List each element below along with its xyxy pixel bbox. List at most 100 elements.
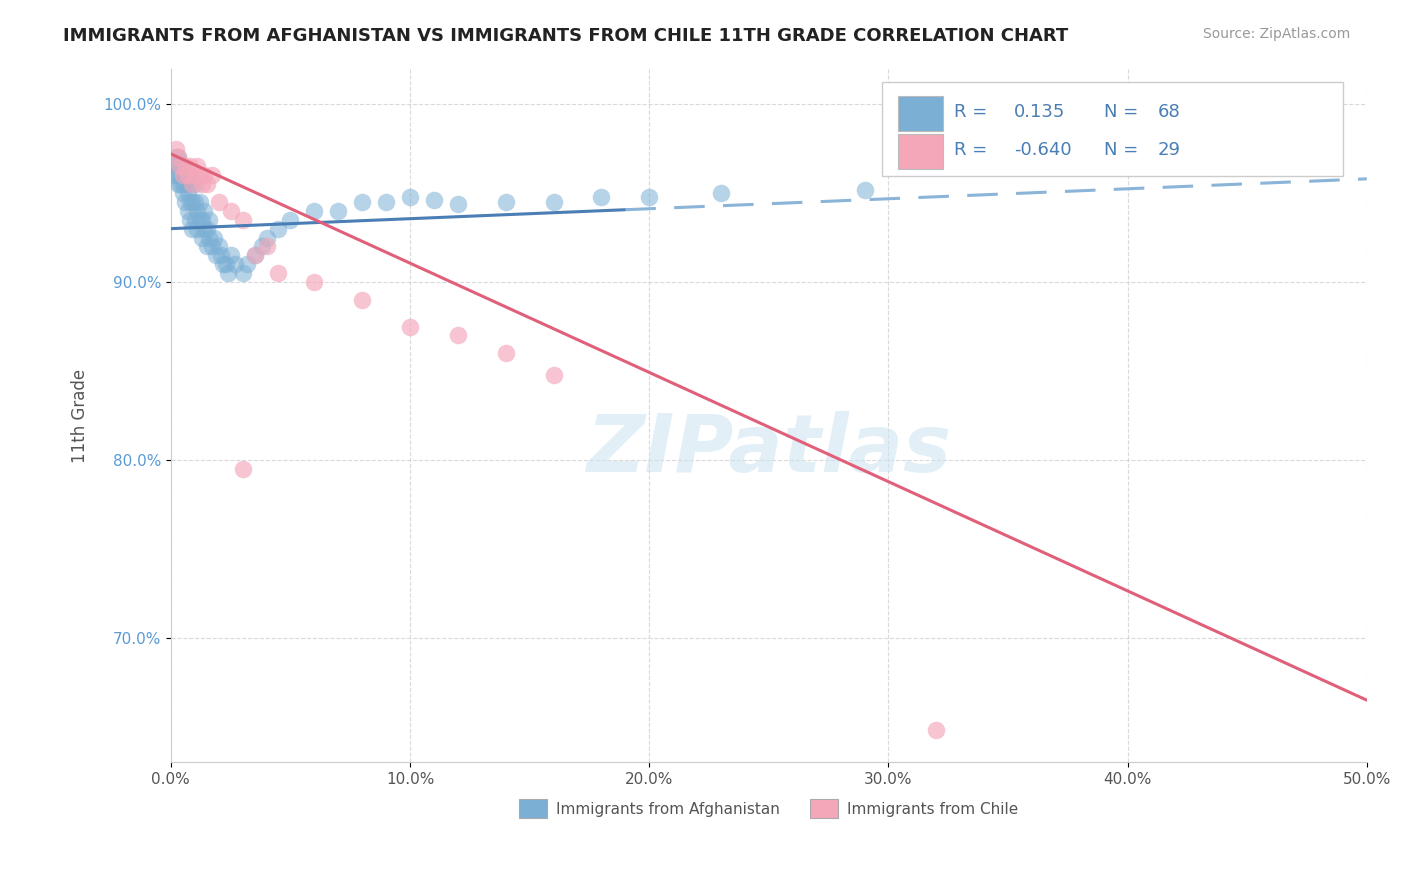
Point <box>447 328 470 343</box>
Point <box>232 462 254 476</box>
Text: R =: R = <box>955 142 987 160</box>
Point <box>209 248 232 262</box>
Point <box>352 194 374 209</box>
Point <box>638 189 661 203</box>
Text: 29: 29 <box>1157 142 1181 160</box>
Text: -0.640: -0.640 <box>1014 142 1071 160</box>
Point <box>217 266 239 280</box>
Point <box>328 203 350 218</box>
Point <box>184 194 207 209</box>
Point <box>710 186 733 200</box>
Point <box>188 212 211 227</box>
Point <box>179 177 201 191</box>
Point <box>169 177 191 191</box>
Text: 0.135: 0.135 <box>1014 103 1066 121</box>
Point <box>495 194 517 209</box>
Point <box>169 160 191 174</box>
Point <box>172 177 194 191</box>
Point <box>543 194 565 209</box>
Point <box>195 177 218 191</box>
Point <box>167 151 190 165</box>
Point <box>184 177 207 191</box>
Point <box>176 168 198 182</box>
Point <box>188 194 211 209</box>
Point <box>256 239 278 253</box>
Point <box>543 368 565 382</box>
Point <box>219 203 242 218</box>
Text: N =: N = <box>1104 142 1137 160</box>
Point <box>208 194 231 209</box>
Point <box>169 168 191 182</box>
Point <box>186 203 208 218</box>
Point <box>591 189 613 203</box>
Point <box>193 221 215 235</box>
Point <box>195 221 218 235</box>
Point <box>176 168 198 182</box>
Point <box>172 168 194 182</box>
Point <box>179 194 201 209</box>
Point <box>250 239 273 253</box>
Text: R =: R = <box>955 103 987 121</box>
FancyBboxPatch shape <box>898 96 943 131</box>
Point <box>174 194 197 209</box>
Point <box>176 203 198 218</box>
Point <box>232 212 254 227</box>
Point <box>193 203 215 218</box>
Point <box>423 193 446 207</box>
Point <box>165 160 187 174</box>
Point <box>202 230 225 244</box>
Point <box>193 168 215 182</box>
Point <box>188 168 211 182</box>
Point <box>495 346 517 360</box>
Point <box>167 151 190 165</box>
Point <box>304 275 326 289</box>
Point <box>174 168 197 182</box>
Point <box>186 221 208 235</box>
Point <box>925 723 948 738</box>
Point <box>165 142 187 156</box>
FancyBboxPatch shape <box>883 82 1343 176</box>
Y-axis label: 11th Grade: 11th Grade <box>72 368 89 463</box>
Point <box>375 194 398 209</box>
Point <box>198 212 221 227</box>
Point <box>212 257 235 271</box>
Point <box>191 177 214 191</box>
Point <box>304 203 326 218</box>
Point <box>853 182 876 196</box>
Point <box>243 248 266 262</box>
Point <box>198 230 221 244</box>
Point <box>162 168 184 182</box>
Point <box>205 248 228 262</box>
Point <box>181 221 204 235</box>
Point <box>399 189 422 203</box>
Point <box>174 177 197 191</box>
Point <box>219 248 242 262</box>
Point <box>191 230 214 244</box>
Point <box>195 239 218 253</box>
Text: ZIPatlas: ZIPatlas <box>586 411 952 489</box>
Point <box>236 257 259 271</box>
Point <box>200 239 222 253</box>
Point <box>267 221 290 235</box>
Point <box>399 319 422 334</box>
Point <box>191 212 214 227</box>
Point <box>184 168 207 182</box>
Point <box>267 266 290 280</box>
Point <box>169 160 191 174</box>
Point <box>167 177 190 191</box>
Point <box>179 212 201 227</box>
Point <box>165 151 187 165</box>
Point <box>167 168 190 182</box>
Text: Source: ZipAtlas.com: Source: ZipAtlas.com <box>1202 27 1350 41</box>
Point <box>243 248 266 262</box>
Point <box>200 168 222 182</box>
Point <box>447 196 470 211</box>
Point <box>352 293 374 307</box>
Point <box>179 160 201 174</box>
Text: 68: 68 <box>1157 103 1180 121</box>
Text: IMMIGRANTS FROM AFGHANISTAN VS IMMIGRANTS FROM CHILE 11TH GRADE CORRELATION CHAR: IMMIGRANTS FROM AFGHANISTAN VS IMMIGRANT… <box>63 27 1069 45</box>
FancyBboxPatch shape <box>898 135 943 169</box>
Point <box>280 212 302 227</box>
Point <box>172 160 194 174</box>
Legend: Immigrants from Afghanistan, Immigrants from Chile: Immigrants from Afghanistan, Immigrants … <box>513 793 1025 824</box>
